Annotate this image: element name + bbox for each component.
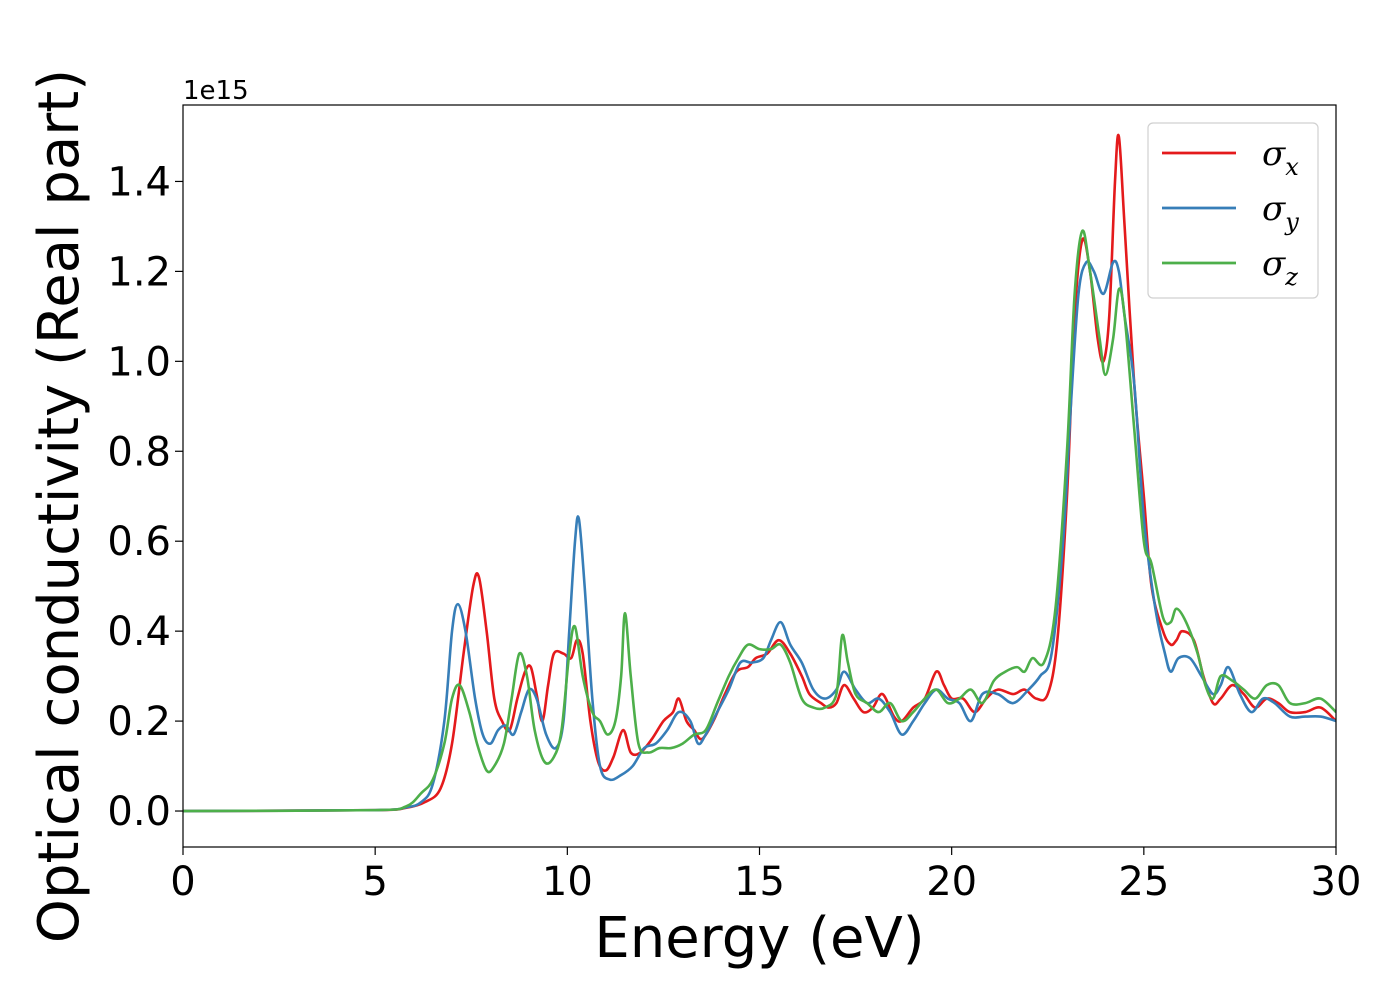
y-tick-label: 1.0 <box>107 339 171 385</box>
y-tick-label: 1.4 <box>107 159 171 205</box>
y-tick-label: 0.8 <box>107 429 171 475</box>
x-tick-label: 10 <box>542 859 593 905</box>
y-tick-label: 1.2 <box>107 249 171 295</box>
y-axis-title: Optical conductivity (Real part) <box>27 69 92 943</box>
x-axis: 0 5 10 15 20 25 30 <box>170 847 1361 905</box>
y-tick-label: 0.0 <box>107 789 171 835</box>
x-tick-label: 25 <box>1118 859 1169 905</box>
x-tick-label: 20 <box>926 859 977 905</box>
x-axis-title: Energy (eV) <box>594 906 924 971</box>
legend-label-x: σx <box>1262 134 1299 181</box>
y-axis: 0.0 0.2 0.4 0.6 0.8 1.0 1.2 1.4 <box>107 159 183 835</box>
y-tick-label: 0.6 <box>107 519 171 565</box>
series-layer <box>183 133 1336 813</box>
legend-box <box>1147 122 1319 299</box>
series-line-z <box>183 229 1336 813</box>
x-tick-label: 15 <box>734 859 785 905</box>
y-tick-label: 0.4 <box>107 609 171 655</box>
legend-label-y: σy <box>1262 189 1299 236</box>
x-tick-label: 0 <box>170 859 195 905</box>
y-axis-offset-label: 1e15 <box>183 76 249 106</box>
x-tick-label: 5 <box>362 859 387 905</box>
y-tick-label: 0.2 <box>107 699 171 745</box>
series-line-y <box>183 259 1336 813</box>
x-tick-label: 30 <box>1311 859 1362 905</box>
legend-label-z: σz <box>1262 244 1298 291</box>
legend: σx σy σz <box>1147 122 1319 299</box>
